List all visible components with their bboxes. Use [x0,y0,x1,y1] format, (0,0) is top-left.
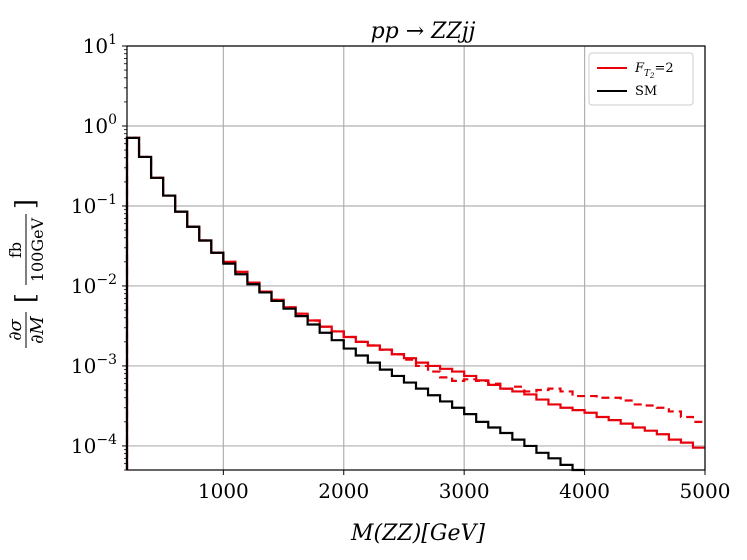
series-group [125,136,705,472]
legend-ft2-main: F [634,61,645,76]
x-axis-label: M(ZZ)[GeV] [350,521,485,546]
y-label-right-bracket: ] [11,199,41,209]
chart-title: pp → ZZjj [371,19,476,44]
y-tick-label-2: 10−2 [71,272,117,298]
y-label-unit-denominator: 100GeV [28,217,47,282]
y-tick-label-5: 101 [83,32,117,58]
x-tick-label-3000: 3000 [439,479,490,503]
grid [127,45,706,470]
y-tick-label-0: 10−4 [71,432,117,458]
y-label-left-bracket: [ [11,293,41,303]
y-label-numerator: ∂σ [5,318,26,340]
legend: FT2=2 SM [588,52,694,106]
legend-ft2-subsub: 2 [649,72,655,80]
series-line-f-t2-2-solid [125,136,705,470]
y-tick-label-1: 10−3 [71,352,117,378]
x-tick-label-4000: 4000 [559,479,610,503]
x-tick-label-2000: 2000 [318,479,369,503]
ticks: 1000 2000 3000 4000 5000 10−4 10−3 10−2 10−1 100 1… [71,32,731,503]
legend-ft2-sub: T [644,69,651,79]
legend-ft2-rest: =2 [655,61,674,76]
y-tick-label-3: 10−1 [71,192,117,218]
y-axis-label: ∂σ ∂M [ fb 100GeV ] [5,199,48,348]
legend-label-sm: SM [635,84,657,99]
x-tick-label-1000: 1000 [198,479,249,503]
y-tick-label-4: 100 [83,112,117,138]
legend-label-ft2: FT2=2 [634,61,674,80]
plot-frame [126,45,706,471]
x-tick-label-5000: 5000 [680,479,731,503]
y-label-unit-numerator: fb [6,242,25,258]
series-line-sm [125,136,585,472]
y-label-denominator: ∂M [27,316,48,344]
